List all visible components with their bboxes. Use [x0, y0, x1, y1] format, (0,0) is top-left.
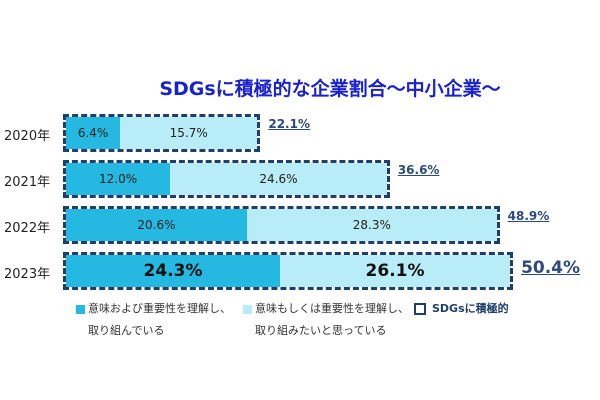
year-label: 2020年 [4, 129, 51, 144]
total-box: 20.6% 28.3% [63, 206, 500, 244]
dashed-box-icon [414, 303, 426, 315]
legend-item-understand-and-act: 意味および重要性を理解し、 取り組んでいる [76, 298, 231, 342]
total-label: 48.9% [507, 209, 550, 223]
bar-segment-acting: 24.3% [66, 255, 280, 287]
legend-label: SDGsに積極的 [432, 302, 509, 315]
legend-label: 取り組んでいる [88, 324, 165, 337]
legend-label: 取り組みたいと思っている [255, 324, 387, 337]
legend-item-want-to-act: 意味もしくは重要性を理解し、 取り組みたいと思っている [243, 298, 409, 342]
legend-item-total: SDGsに積極的 [414, 298, 509, 320]
chart-title: SDGsに積極的な企業割合～中小企業～ [159, 78, 501, 100]
bar-segment-acting: 6.4% [66, 117, 121, 149]
legend-swatch-dark [76, 304, 85, 314]
year-label: 2022年 [4, 221, 51, 236]
bar-segment-acting: 12.0% [66, 163, 171, 195]
bar-segment-acting: 20.6% [66, 209, 247, 241]
year-label: 2023年 [4, 267, 51, 282]
legend-label: 意味もしくは重要性を理解し、 [255, 302, 409, 315]
total-box: 12.0% 24.6% [63, 160, 390, 198]
total-label: 36.6% [397, 163, 440, 177]
bar-segment-willing: 26.1% [279, 255, 511, 287]
legend-label: 意味および重要性を理解し、 [88, 302, 231, 315]
total-box: 24.3% 26.1% [63, 252, 514, 290]
total-label: 22.1% [268, 117, 310, 131]
legend-swatch-light [243, 304, 252, 314]
total-label: 50.4% [521, 258, 581, 278]
total-box: 6.4% 15.7% [63, 114, 261, 152]
bar-segment-willing: 15.7% [120, 117, 258, 149]
bar-segment-willing: 24.6% [170, 163, 387, 195]
year-label: 2021年 [4, 175, 51, 190]
bar-segment-willing: 28.3% [246, 209, 497, 241]
